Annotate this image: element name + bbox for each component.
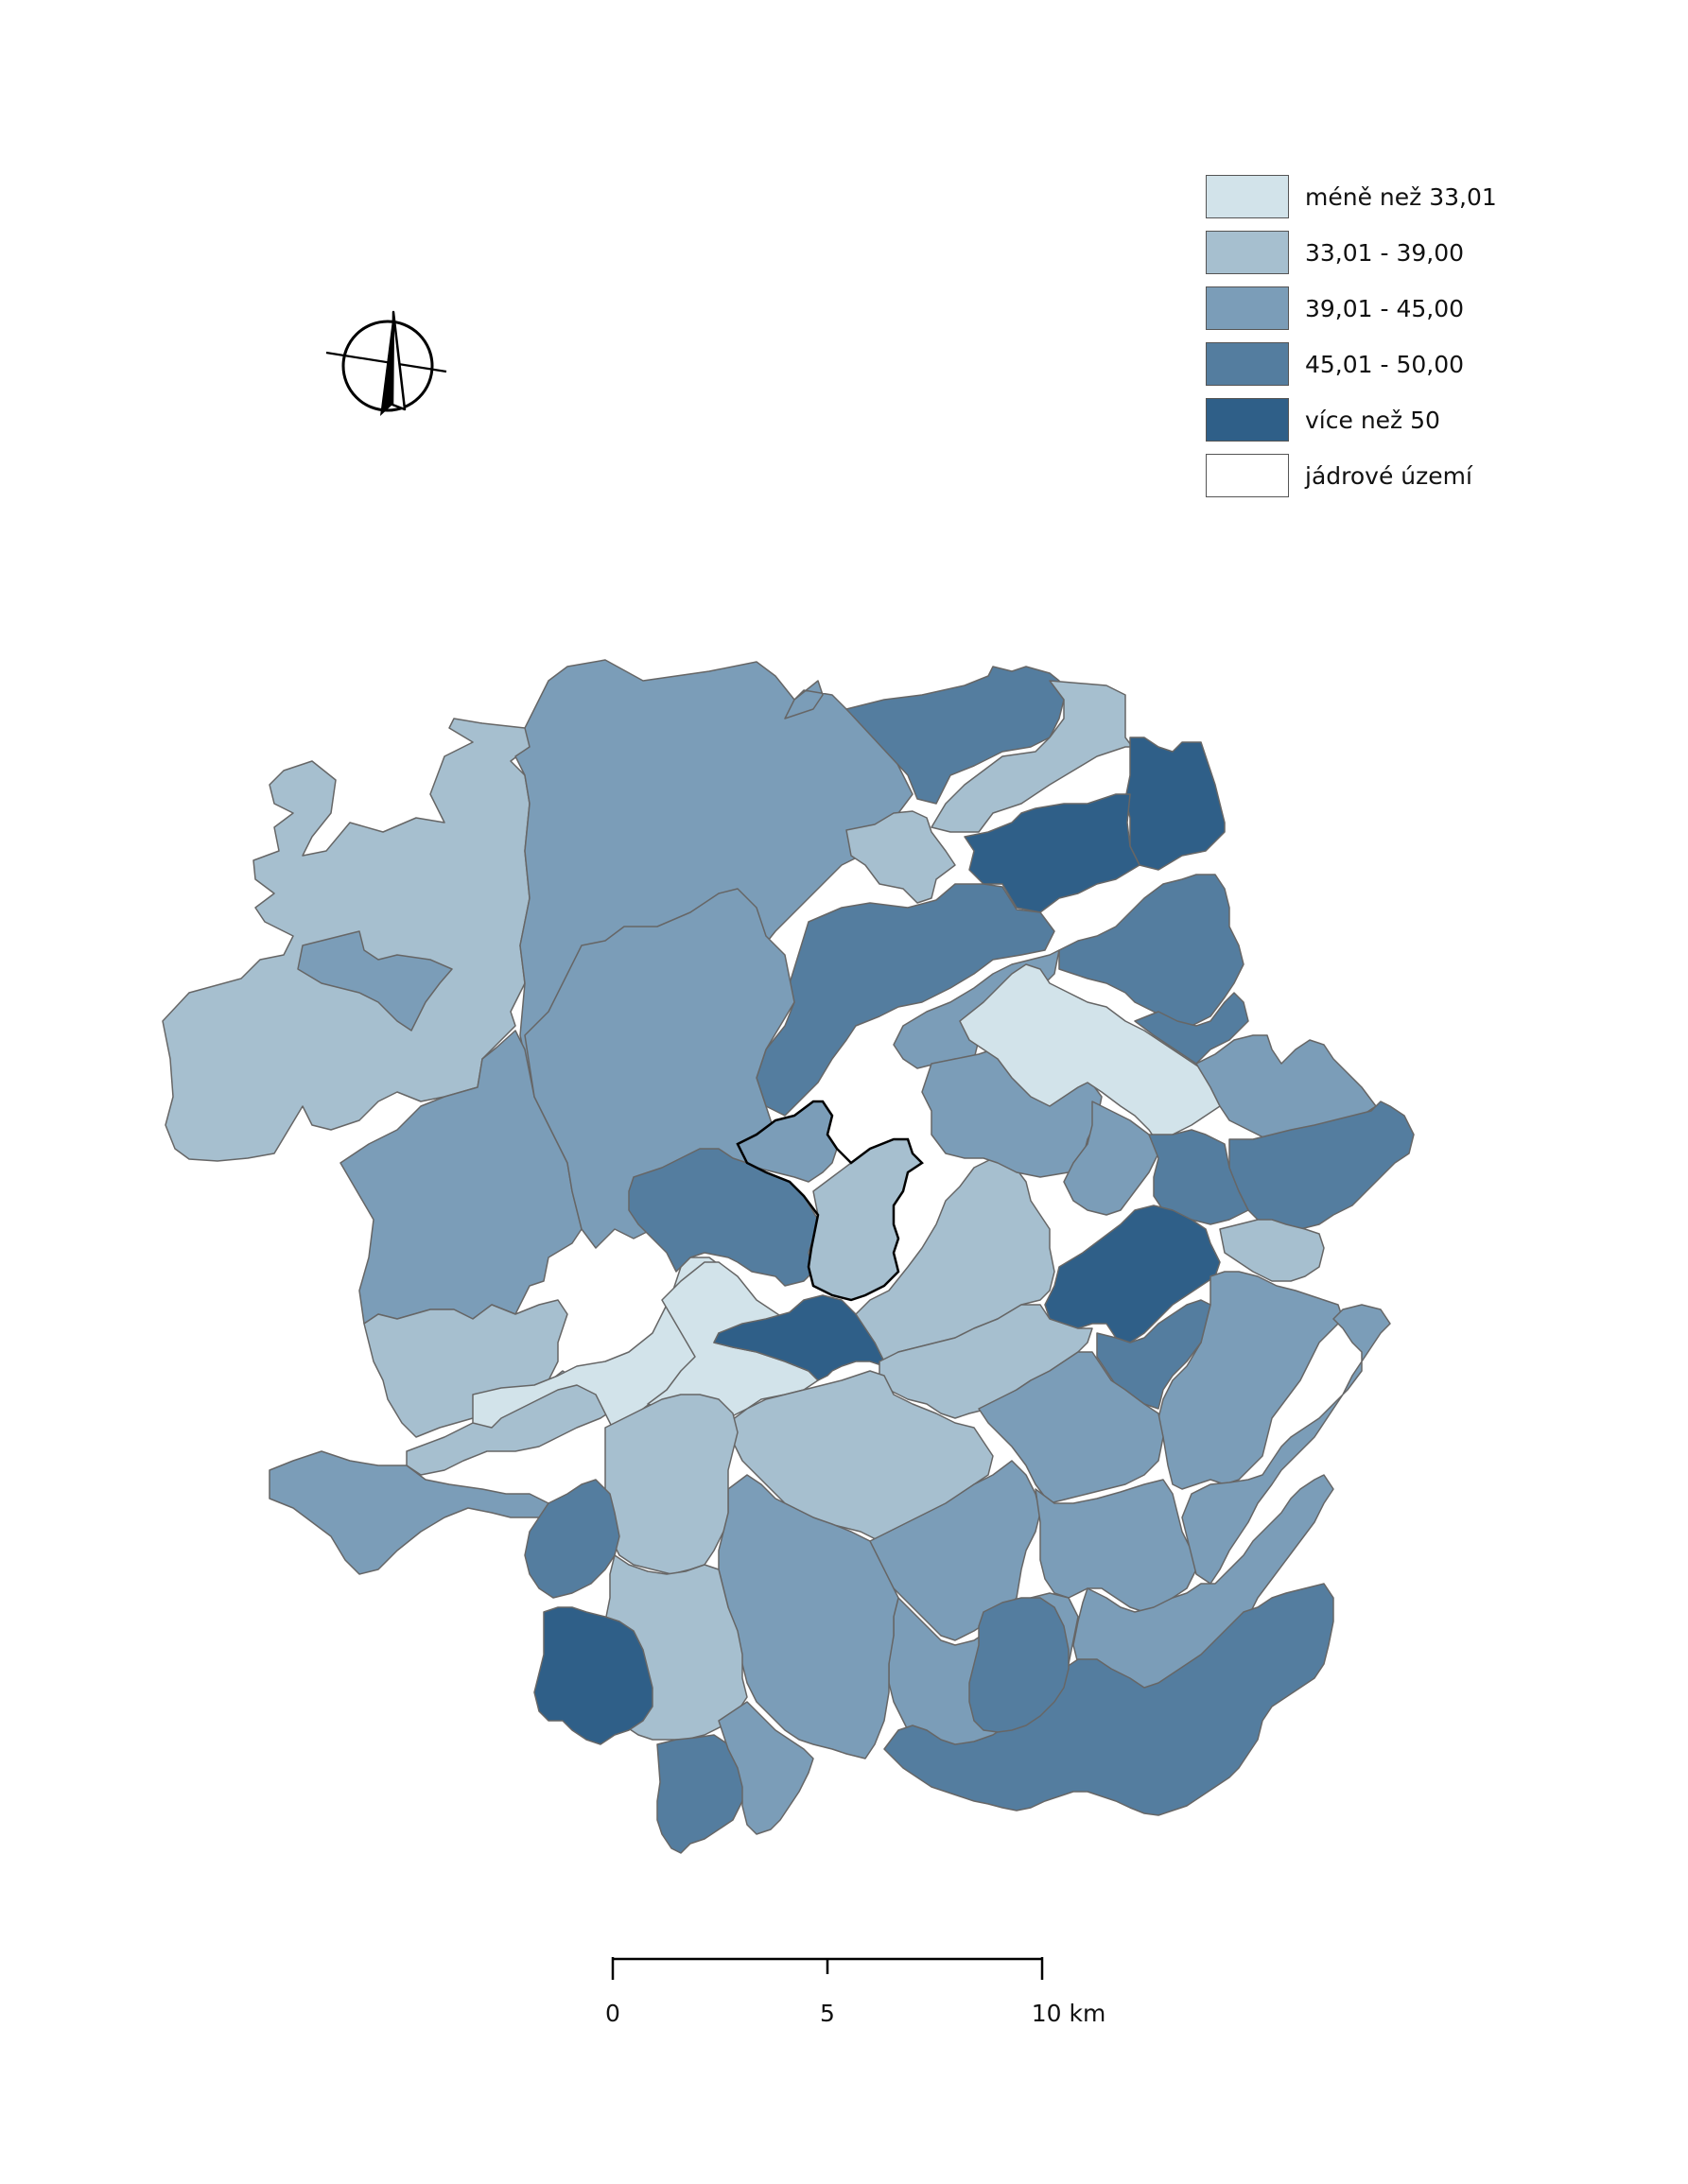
municipality xyxy=(604,1394,739,1575)
core-area-outline xyxy=(736,1100,924,1302)
municipality xyxy=(269,1450,549,1575)
legend-item-class-2: 33,01 - 39,00 xyxy=(1206,231,1612,278)
municipality xyxy=(718,1701,814,1835)
scale-bar: 0 5 10 km xyxy=(605,1957,1106,2027)
legend-item-class-1: méně než 33,01 xyxy=(1206,175,1612,222)
legend-item-class-5: více než 50 xyxy=(1206,398,1612,445)
legend-label: 45,01 - 50,00 xyxy=(1305,351,1465,378)
north-arrow-icon xyxy=(325,310,447,416)
scale-label-0: 0 xyxy=(605,2000,620,2027)
legend-item-core-area: jádrové území xyxy=(1206,454,1612,501)
municipality xyxy=(656,1734,748,1854)
municipality xyxy=(1157,1271,1344,1490)
municipality xyxy=(1058,874,1244,1027)
municipality xyxy=(628,1148,819,1287)
legend-swatch xyxy=(1206,398,1289,442)
municipality xyxy=(845,810,956,904)
municipality xyxy=(1063,1101,1159,1216)
scale-label-10: 10 km xyxy=(1032,2000,1106,2027)
municipality xyxy=(964,793,1140,913)
legend-swatch xyxy=(1206,231,1289,274)
legend-swatch xyxy=(1206,286,1289,330)
municipality xyxy=(978,1351,1164,1504)
municipality xyxy=(1134,992,1249,1065)
legend-swatch xyxy=(1206,175,1289,218)
legend-label: 39,01 - 45,00 xyxy=(1305,295,1465,322)
legend-swatch xyxy=(1206,342,1289,386)
municipality xyxy=(363,1299,568,1438)
municipality xyxy=(1148,1129,1249,1225)
legend-label: 33,01 - 39,00 xyxy=(1305,239,1465,267)
municipality xyxy=(959,963,1221,1145)
municipality xyxy=(524,1479,620,1599)
municipality xyxy=(1219,1219,1325,1282)
scale-label-5: 5 xyxy=(820,2000,835,2027)
municipality xyxy=(533,1606,653,1745)
municipality xyxy=(297,930,453,1031)
municipality xyxy=(1124,737,1226,871)
legend-label: jádrové území xyxy=(1305,462,1472,490)
municipality xyxy=(968,1597,1070,1733)
municipality xyxy=(713,1294,890,1381)
legend-label: více než 50 xyxy=(1305,407,1440,434)
municipality xyxy=(869,1460,1041,1641)
municipality xyxy=(1181,1304,1391,1585)
legend-swatch xyxy=(1206,454,1289,497)
legend-label: méně než 33,01 xyxy=(1305,183,1497,211)
legend-item-class-3: 39,01 - 45,00 xyxy=(1206,286,1612,334)
municipality xyxy=(1195,1034,1377,1140)
legend-item-class-4: 45,01 - 50,00 xyxy=(1206,342,1612,390)
